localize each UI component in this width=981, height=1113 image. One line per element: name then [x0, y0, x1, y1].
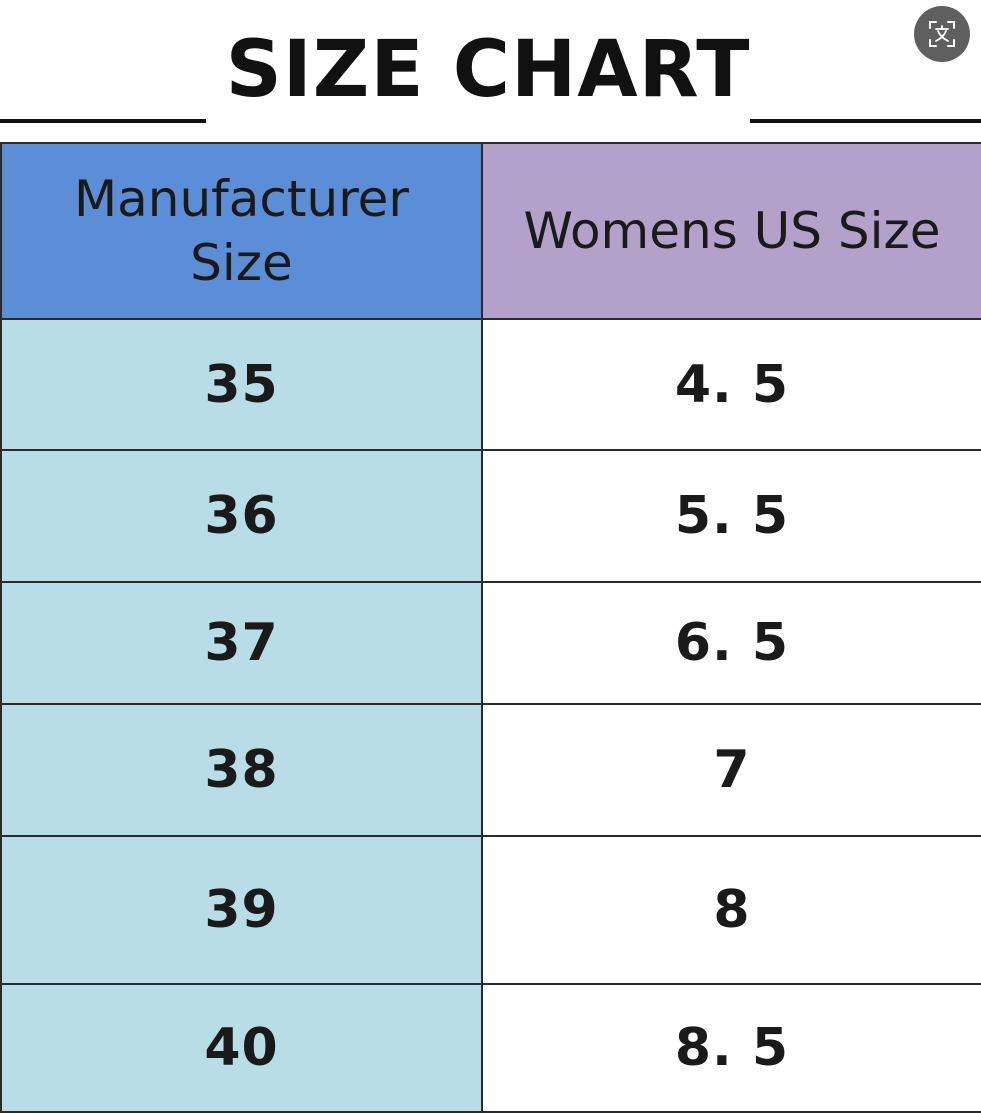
size-chart-table: Manufacturer Size Womens US Size 35 4. 5…: [0, 142, 981, 1113]
manufacturer-size-header: Manufacturer Size: [0, 142, 483, 320]
table-row: 37 6. 5: [0, 581, 981, 705]
womens-us-size-header: Womens US Size: [481, 142, 981, 320]
womens-us-size-cell: 6. 5: [481, 581, 981, 705]
womens-us-size-cell: 4. 5: [481, 318, 981, 451]
table-header-row: Manufacturer Size Womens US Size: [0, 142, 981, 320]
title-underline-right: [750, 119, 981, 123]
table-row: 39 8: [0, 835, 981, 985]
table-row: 38 7: [0, 703, 981, 837]
table-row: 40 8. 5: [0, 983, 981, 1113]
table-row: 35 4. 5: [0, 318, 981, 451]
manufacturer-size-header-line2: Size: [190, 234, 293, 292]
translate-button[interactable]: [914, 6, 970, 62]
title-underline-left: [0, 119, 206, 123]
manufacturer-size-header-line1: Manufacturer: [74, 170, 409, 228]
womens-us-size-cell: 5. 5: [481, 449, 981, 583]
womens-us-size-cell: 8. 5: [481, 983, 981, 1113]
manufacturer-size-cell: 37: [0, 581, 483, 705]
womens-us-size-header-label: Womens US Size: [523, 202, 941, 260]
womens-us-size-cell: 7: [481, 703, 981, 837]
translate-icon: [929, 21, 955, 47]
manufacturer-size-cell: 40: [0, 983, 483, 1113]
manufacturer-size-cell: 39: [0, 835, 483, 985]
title-area: SIZE CHART: [0, 0, 981, 142]
manufacturer-size-cell: 38: [0, 703, 483, 837]
table-row: 36 5. 5: [0, 449, 981, 583]
manufacturer-size-cell: 35: [0, 318, 483, 451]
manufacturer-size-cell: 36: [0, 449, 483, 583]
womens-us-size-cell: 8: [481, 835, 981, 985]
page-title: SIZE CHART: [225, 25, 751, 115]
